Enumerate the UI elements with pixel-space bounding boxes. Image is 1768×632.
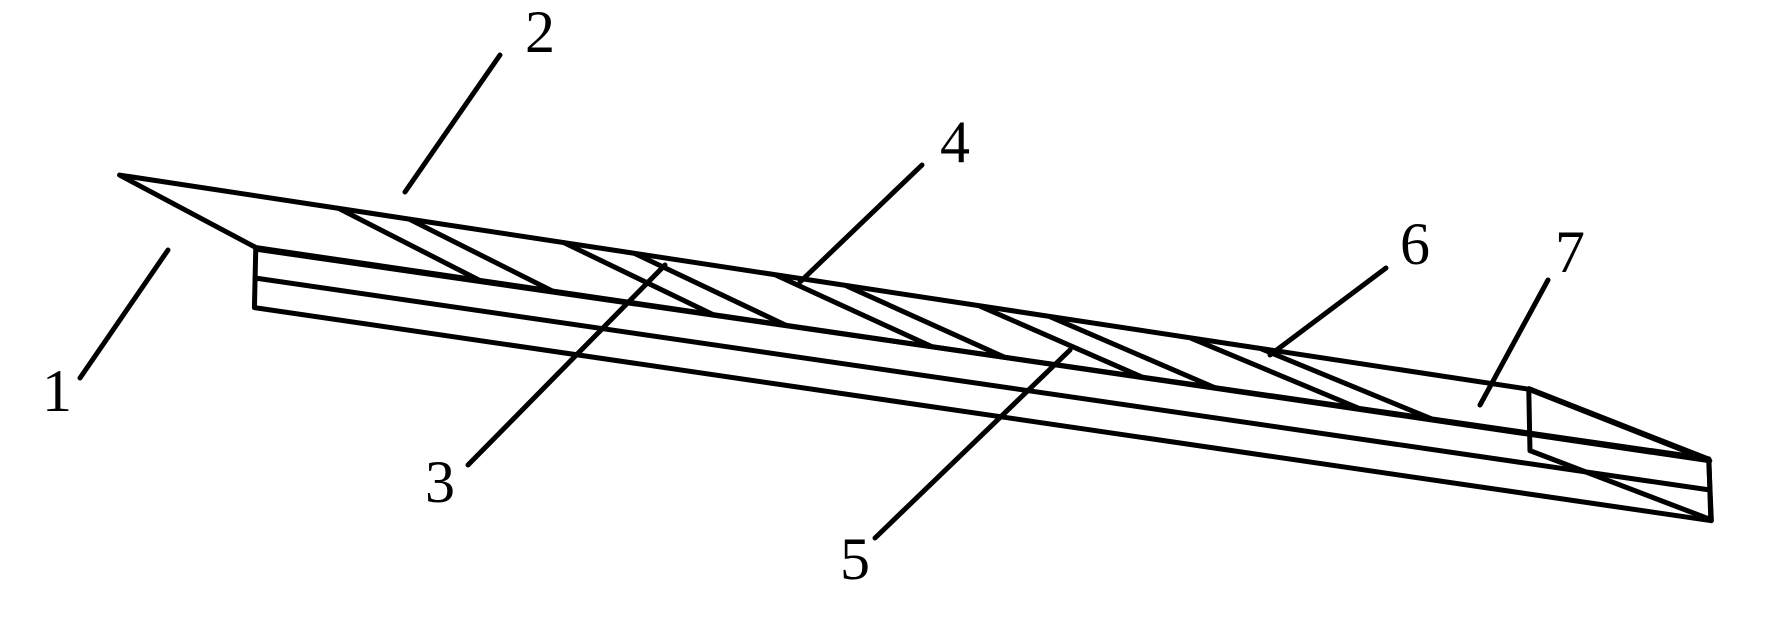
label-3: 3 [425, 449, 455, 515]
leader-5 [875, 350, 1070, 538]
label-5: 5 [840, 526, 870, 592]
leader-4 [800, 165, 922, 282]
label-6: 6 [1400, 211, 1430, 277]
label-2: 2 [525, 0, 555, 65]
label-4: 4 [940, 109, 970, 175]
technical-diagram: 1 2 3 4 5 6 7 [0, 0, 1768, 632]
leader-1 [80, 250, 168, 378]
label-7: 7 [1555, 219, 1585, 285]
leader-2 [405, 55, 500, 192]
label-1: 1 [42, 358, 72, 424]
leader-6 [1270, 268, 1386, 355]
beam-shape [120, 175, 1712, 521]
callouts: 1 2 3 4 5 6 7 [42, 0, 1585, 592]
